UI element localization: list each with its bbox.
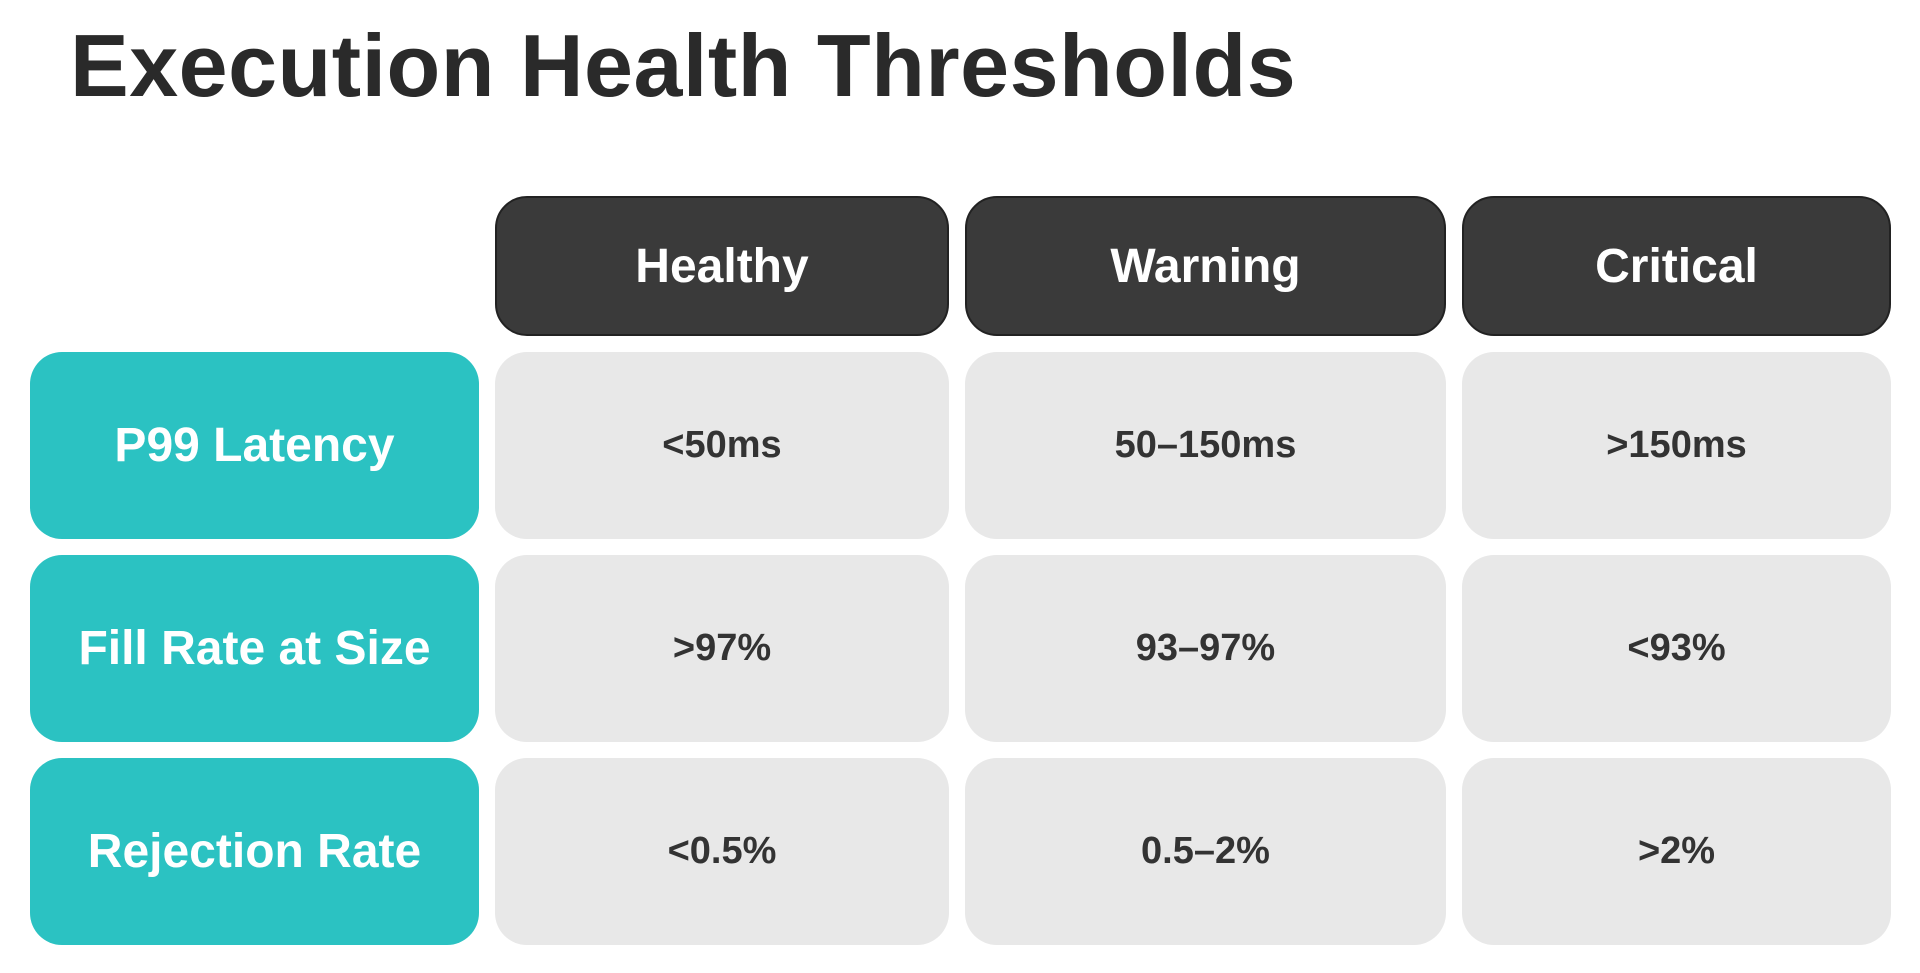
row-header-p99-latency: P99 Latency [30,352,479,539]
cell-p99-latency-critical: >150ms [1462,352,1891,539]
page-title: Execution Health Thresholds [70,16,1297,115]
cell-fill-rate-healthy: >97% [495,555,949,742]
table-corner [30,196,479,336]
column-header-healthy: Healthy [495,196,949,336]
thresholds-table: Healthy Warning Critical P99 Latency <50… [30,196,1891,945]
cell-rejection-rate-healthy: <0.5% [495,758,949,945]
column-header-critical: Critical [1462,196,1891,336]
cell-rejection-rate-critical: >2% [1462,758,1891,945]
cell-fill-rate-warning: 93–97% [965,555,1446,742]
row-header-fill-rate: Fill Rate at Size [30,555,479,742]
cell-rejection-rate-warning: 0.5–2% [965,758,1446,945]
column-header-warning: Warning [965,196,1446,336]
cell-p99-latency-warning: 50–150ms [965,352,1446,539]
row-header-rejection-rate: Rejection Rate [30,758,479,945]
cell-p99-latency-healthy: <50ms [495,352,949,539]
cell-fill-rate-critical: <93% [1462,555,1891,742]
